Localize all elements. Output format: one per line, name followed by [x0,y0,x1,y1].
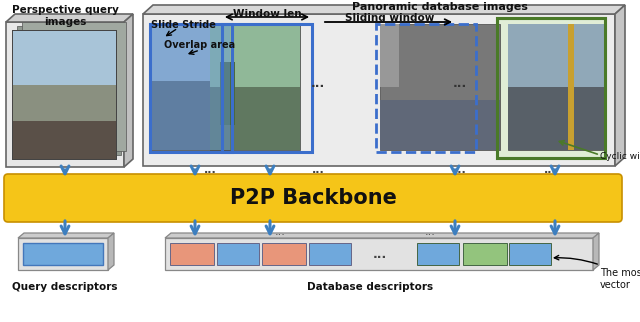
FancyBboxPatch shape [217,243,259,265]
FancyBboxPatch shape [12,31,116,89]
FancyBboxPatch shape [210,24,300,150]
FancyBboxPatch shape [568,24,574,150]
FancyBboxPatch shape [12,85,116,121]
FancyBboxPatch shape [210,24,300,87]
Text: ...: ... [453,77,467,90]
FancyBboxPatch shape [22,22,126,151]
Polygon shape [615,5,625,166]
Text: Panoramic database images: Panoramic database images [352,2,528,12]
Text: ...: ... [543,165,556,175]
FancyBboxPatch shape [463,243,507,265]
Text: Database descriptors: Database descriptors [307,282,433,292]
FancyBboxPatch shape [380,24,399,87]
FancyBboxPatch shape [143,14,615,166]
FancyBboxPatch shape [210,87,300,150]
FancyBboxPatch shape [12,121,116,159]
Text: The most similar
vector: The most similar vector [600,268,640,289]
FancyBboxPatch shape [4,174,622,222]
FancyBboxPatch shape [18,238,108,270]
Text: Sliding window: Sliding window [346,13,435,23]
Text: Cyclic window: Cyclic window [600,152,640,161]
FancyBboxPatch shape [6,22,124,167]
Polygon shape [124,14,133,167]
FancyBboxPatch shape [417,243,459,265]
FancyBboxPatch shape [508,24,606,150]
FancyBboxPatch shape [150,81,230,150]
FancyBboxPatch shape [497,18,605,158]
FancyBboxPatch shape [12,30,116,159]
Text: ...: ... [311,77,325,90]
Polygon shape [6,14,133,22]
Polygon shape [593,233,599,270]
Text: ...: ... [312,165,324,175]
Text: Slide Stride: Slide Stride [150,20,216,30]
Text: ...: ... [373,248,387,260]
FancyBboxPatch shape [508,24,606,87]
FancyBboxPatch shape [380,24,500,150]
Polygon shape [18,233,114,238]
Text: P2P Backbone: P2P Backbone [230,188,396,208]
Text: ...: ... [275,227,285,237]
Text: ...: ... [424,227,435,237]
FancyBboxPatch shape [17,26,121,155]
Text: Window len: Window len [233,9,301,19]
FancyBboxPatch shape [150,24,230,150]
FancyBboxPatch shape [170,243,214,265]
Text: ...: ... [454,165,467,175]
FancyBboxPatch shape [23,243,103,265]
FancyBboxPatch shape [309,243,351,265]
FancyBboxPatch shape [150,24,230,150]
FancyBboxPatch shape [220,62,235,125]
FancyBboxPatch shape [262,243,306,265]
Polygon shape [165,233,599,238]
FancyBboxPatch shape [508,87,606,150]
FancyBboxPatch shape [509,243,551,265]
Polygon shape [108,233,114,270]
FancyBboxPatch shape [150,25,230,81]
FancyBboxPatch shape [165,238,593,270]
FancyBboxPatch shape [380,100,500,150]
Text: Overlap area: Overlap area [164,40,236,50]
Text: ...: ... [204,165,216,175]
Polygon shape [143,5,625,14]
Text: Query descriptors: Query descriptors [12,282,118,292]
Text: Perspective query
images: Perspective query images [12,5,118,27]
